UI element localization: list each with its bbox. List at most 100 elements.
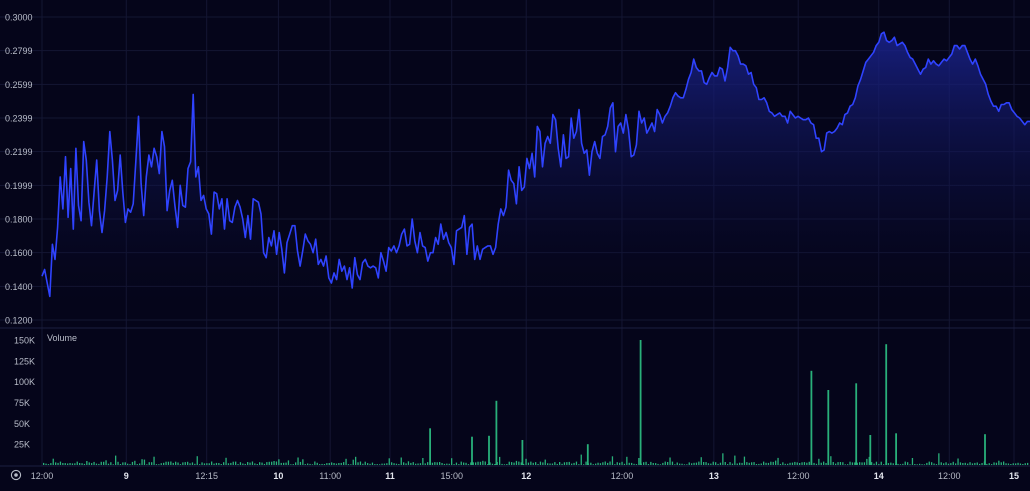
volume-bar — [563, 462, 566, 465]
volume-bar — [491, 463, 494, 465]
volume-bar — [873, 463, 875, 465]
volume-bar — [525, 458, 527, 465]
volume-bar — [431, 462, 434, 465]
volume-bar — [311, 464, 314, 465]
volume-bar — [866, 458, 868, 465]
volume-bar — [967, 463, 969, 465]
volume-bar — [875, 461, 878, 465]
volume-bar — [148, 462, 150, 465]
volume-bar — [369, 463, 371, 465]
volume-bar — [465, 462, 467, 465]
volume-bar — [191, 462, 194, 465]
volume-bar — [628, 462, 630, 465]
price-tick-label: 0.1800 — [5, 215, 33, 225]
volume-bar — [374, 464, 376, 465]
volume-bar — [979, 463, 981, 465]
volume-bar — [350, 464, 352, 465]
volume-bar — [278, 459, 280, 465]
volume-bar — [290, 464, 292, 465]
volume-bar — [484, 461, 486, 465]
volume-bar — [134, 460, 136, 465]
volume-bar — [662, 462, 664, 465]
volume-bar — [964, 462, 966, 465]
volume-spike-bar — [471, 436, 473, 465]
time-tick-label: 11 — [385, 471, 395, 481]
volume-bar — [47, 464, 50, 465]
volume-bar — [79, 463, 81, 465]
volume-bar — [333, 463, 335, 465]
volume-bar — [458, 464, 460, 465]
volume-bar — [796, 462, 798, 465]
price-pane[interactable] — [41, 31, 1030, 320]
volume-bar — [107, 463, 110, 465]
volume-bar — [856, 462, 858, 465]
volume-bar — [436, 462, 438, 465]
volume-bar — [914, 464, 916, 465]
volume-bar — [64, 463, 66, 465]
volume-bar — [971, 463, 974, 465]
volume-bar — [254, 463, 256, 465]
volume-bar — [71, 463, 74, 465]
volume-bar — [590, 462, 592, 465]
volume-bar — [830, 456, 832, 465]
volume-bar — [326, 463, 328, 465]
volume-bar — [813, 462, 815, 465]
volume-bar — [81, 463, 83, 465]
volume-bar — [943, 463, 945, 465]
volume-bar — [767, 462, 770, 465]
volume-bar — [263, 463, 266, 465]
volume-bar — [302, 459, 304, 465]
volume-bar — [179, 464, 182, 465]
volume-bar — [907, 462, 909, 465]
time-tick-label: 12:00 — [611, 471, 634, 481]
settings-button[interactable] — [8, 467, 24, 483]
volume-bar — [88, 462, 90, 465]
volume-bar — [383, 463, 386, 465]
volume-bar — [561, 463, 563, 465]
volume-bar — [227, 463, 230, 465]
volume-spike-bar — [586, 444, 589, 465]
volume-bar — [849, 461, 851, 465]
volume-pane[interactable] — [43, 340, 1029, 465]
volume-bar — [993, 462, 995, 465]
volume-bar — [1024, 463, 1026, 465]
time-tick-label: 9 — [124, 471, 129, 481]
volume-bar — [933, 463, 935, 465]
volume-bar — [763, 461, 765, 465]
volume-bar — [141, 459, 143, 465]
volume-bar — [575, 461, 578, 465]
volume-bar — [787, 463, 789, 465]
volume-bar — [599, 463, 602, 465]
volume-bar — [919, 463, 921, 465]
volume-bar — [129, 464, 131, 465]
volume-bar — [446, 463, 448, 465]
volume-bar — [945, 462, 947, 465]
volume-bar — [448, 463, 450, 465]
volume-bar — [62, 463, 64, 465]
volume-bar — [55, 462, 57, 465]
time-tick-label: 12:00 — [787, 471, 810, 481]
volume-bar — [808, 461, 810, 465]
time-tick-label: 12:00 — [31, 471, 54, 481]
volume-bar — [451, 458, 453, 465]
volume-bar — [667, 462, 669, 465]
volume-bar — [1000, 462, 1002, 465]
volume-bar — [194, 463, 196, 465]
volume-bar — [559, 462, 561, 465]
volume-bar — [172, 462, 174, 465]
volume-pane-label: Volume — [47, 333, 77, 343]
volume-bar — [535, 462, 537, 465]
volume-bar — [926, 462, 928, 465]
volume-bar — [304, 464, 306, 465]
volume-bar — [151, 462, 153, 465]
volume-bar — [206, 463, 208, 465]
volume-bar — [103, 461, 105, 465]
volume-bar — [928, 461, 930, 465]
volume-bar — [280, 462, 282, 465]
volume-bar — [196, 456, 198, 465]
volume-spike-bar — [885, 344, 888, 465]
volume-bar — [887, 463, 890, 465]
volume-bar — [331, 462, 333, 465]
